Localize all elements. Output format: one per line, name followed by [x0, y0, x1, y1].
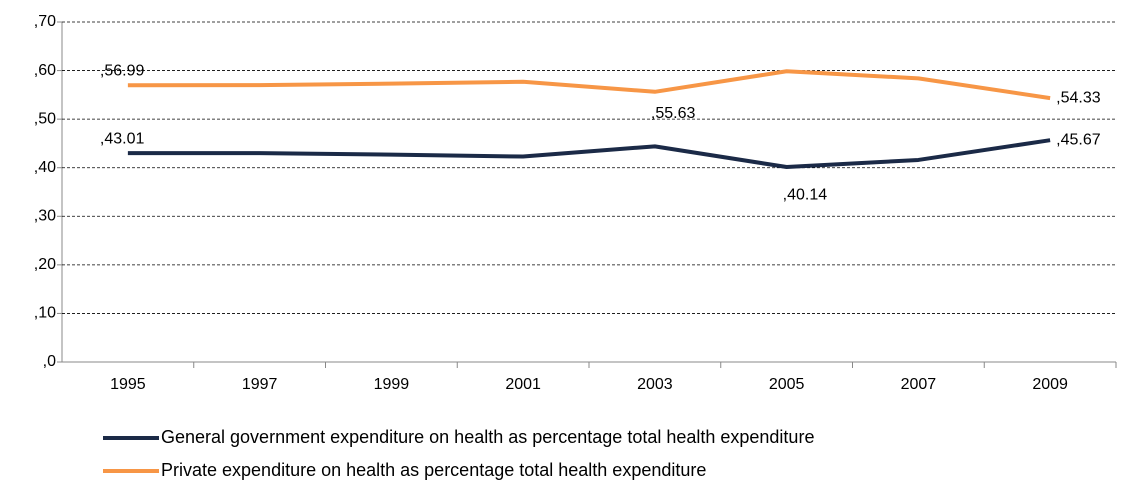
- y-tick-label: ,40: [34, 159, 56, 176]
- data-label: ,40.14: [783, 186, 828, 203]
- x-tick-label: 2009: [1032, 376, 1068, 393]
- series-line: [127, 138, 1051, 170]
- data-label: ,55.63: [651, 105, 696, 122]
- x-tick-label: 2001: [505, 376, 541, 393]
- data-label: ,45.67: [1056, 131, 1101, 148]
- data-label: ,43.01: [100, 130, 145, 147]
- x-tick-label: 2003: [637, 376, 673, 393]
- y-tick-label: ,10: [34, 305, 56, 322]
- y-tick-label: ,50: [34, 110, 56, 127]
- legend-label: Private expenditure on health as percent…: [161, 460, 706, 480]
- data-label: ,54.33: [1056, 89, 1101, 106]
- y-tick-label: ,0: [43, 353, 56, 370]
- series-line: [127, 69, 1051, 101]
- legend-label: General government expenditure on health…: [161, 427, 814, 447]
- x-tick-label: 1999: [374, 376, 410, 393]
- x-tick-label: 2005: [769, 376, 805, 393]
- data-label: ,56.99: [100, 62, 145, 79]
- y-tick-label: ,30: [34, 208, 56, 225]
- y-tick-label: ,60: [34, 62, 56, 79]
- x-tick-label: 1995: [110, 376, 146, 393]
- y-tick-label: ,20: [34, 256, 56, 273]
- y-tick-label: ,70: [34, 13, 56, 30]
- x-tick-label: 1997: [242, 376, 278, 393]
- x-tick-label: 2007: [901, 376, 937, 393]
